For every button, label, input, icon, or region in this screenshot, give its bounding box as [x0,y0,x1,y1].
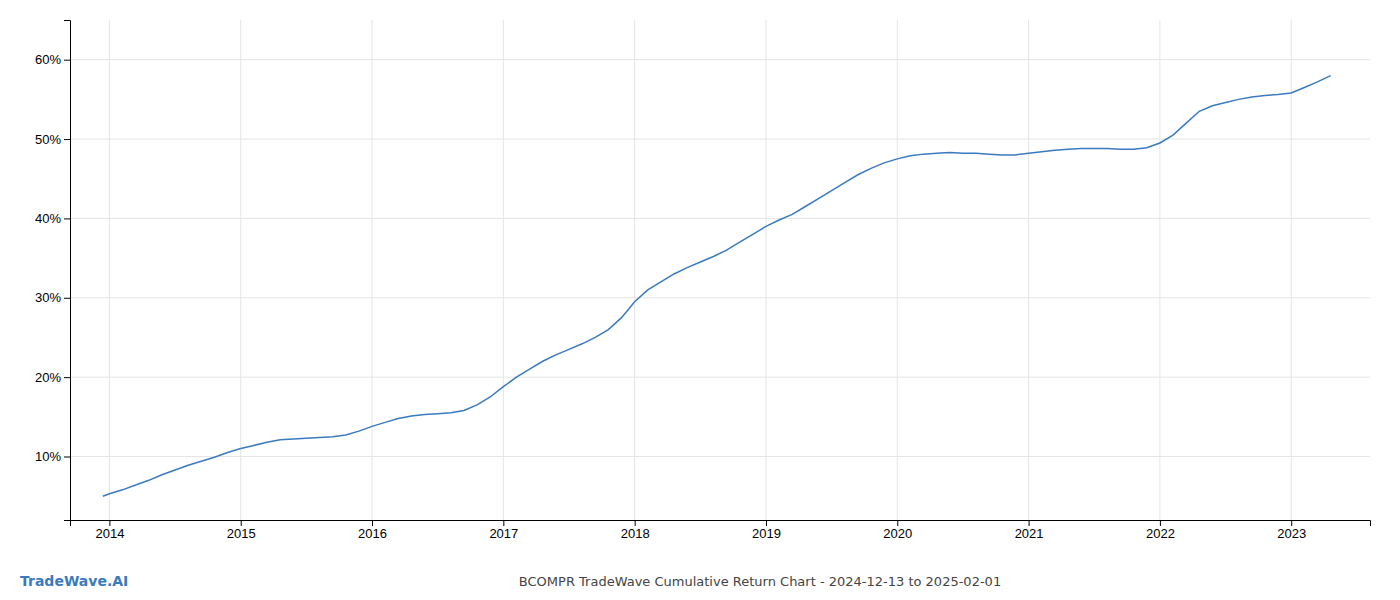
y-tick-mark [64,60,70,61]
y-tick: 50% [35,132,70,147]
grid-line [109,20,110,520]
y-axis-line [64,21,71,521]
marks [103,76,1331,497]
y-tick-label: 10% [35,449,61,464]
x-tick-mark [635,520,636,526]
x-tick-label: 2023 [1277,526,1306,541]
x-tick-mark [109,520,110,526]
x-tick-label: 2018 [621,526,650,541]
grid-line [70,139,1370,140]
x-tick-mark [1160,520,1161,526]
chart: 2014 2015 2016 2017 2018 2019 2020 2021 2022 2023… [0,0,1400,600]
grid-line [503,20,504,520]
x-tick-label: 2022 [1146,526,1175,541]
grid-line [372,20,373,520]
grid-line [70,218,1370,219]
y-tick-mark [64,139,70,140]
grid [70,20,1370,520]
x-tick-label: 2021 [1015,526,1044,541]
grid-line [70,297,1370,298]
y-tick: 40% [35,211,70,226]
y-tick-label: 30% [35,290,61,305]
y-tick-mark [64,218,70,219]
x-tick-mark [503,520,504,526]
grid-line [70,59,1370,60]
x-tick-label: 2015 [227,526,256,541]
y-tick-mark [64,377,70,378]
x-tick-label: 2020 [883,526,912,541]
x-axis: 2014 2015 2016 2017 2018 2019 2020 2021 2022 2023 [71,520,1371,541]
y-tick-mark [64,298,70,299]
y-axis: 10% 20% 30% 40% 50% 60% [35,21,71,521]
y-tick-label: 40% [35,211,61,226]
y-tick: 60% [35,52,70,67]
line [103,76,1331,497]
x-tick-mark [241,520,242,526]
y-tick: 20% [35,370,70,385]
grid-line [634,20,635,520]
grid-line [240,20,241,520]
grid-line [70,456,1370,457]
x-tick-mark [1029,520,1030,526]
x-tick: 2016 [358,520,387,541]
x-tick: 2019 [752,520,781,541]
y-tick-mark [64,457,70,458]
grid-line [70,377,1370,378]
x-tick-mark [766,520,767,526]
x-tick: 2020 [883,520,912,541]
x-tick-label: 2019 [752,526,781,541]
grid-line [1291,20,1292,520]
x-tick-mark [1291,520,1292,526]
x-tick-label: 2014 [95,526,124,541]
y-tick: 10% [35,449,70,464]
x-tick: 2014 [95,520,124,541]
x-tick: 2023 [1277,520,1306,541]
x-tick: 2018 [621,520,650,541]
y-tick-label: 60% [35,52,61,67]
grid-line [897,20,898,520]
y-tick-label: 20% [35,370,61,385]
y-tick: 30% [35,290,70,305]
x-tick: 2021 [1015,520,1044,541]
x-tick-mark [372,520,373,526]
x-axis-line [71,521,1371,527]
plot: 2014 2015 2016 2017 2018 2019 2020 2021 2022 2023… [35,20,1371,541]
grid-line [1159,20,1160,520]
title: BCOMPR TradeWave Cumulative Return Chart… [519,574,1001,589]
x-tick: 2017 [489,520,518,541]
y-tick-label: 50% [35,132,61,147]
watermark: TradeWave.AI [20,573,128,589]
grid-line [765,20,766,520]
x-tick-label: 2017 [489,526,518,541]
x-tick: 2022 [1146,520,1175,541]
x-tick-label: 2016 [358,526,387,541]
grid-line [1028,20,1029,520]
x-tick-mark [897,520,898,526]
x-tick: 2015 [227,520,256,541]
